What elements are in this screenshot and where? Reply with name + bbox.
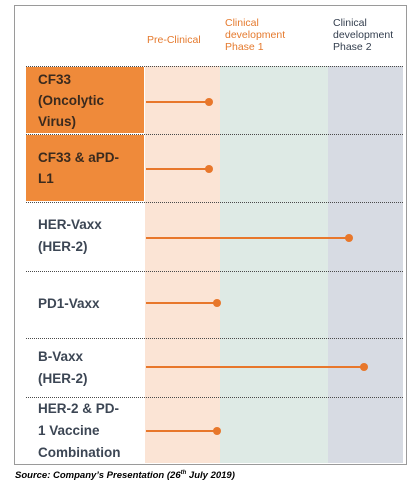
phase2-column [328, 66, 403, 463]
row-label-her-vaxx: HER-Vaxx (HER-2) [26, 203, 144, 269]
source-prefix: Source: Company’s Presentation (26 [15, 470, 181, 482]
row-name: PD1-Vaxx [38, 296, 100, 311]
row-separator [26, 202, 403, 203]
row-name: CF33 & aPD- L1 [38, 150, 120, 186]
pipeline-frame [14, 5, 407, 465]
progress-bar-cf33 [146, 98, 213, 106]
source-sup: th [180, 470, 187, 476]
header-preclinical: Pre-Clinical [147, 34, 201, 46]
progress-end-dot [345, 234, 353, 242]
row-separator [26, 271, 403, 272]
progress-bar-her2-pd1-combination [146, 427, 221, 435]
row-separator [26, 397, 403, 398]
row-name: HER-Vaxx (HER-2) [38, 217, 102, 254]
progress-bar-her-vaxx [146, 234, 353, 242]
row-name: HER-2 & PD- 1 Vaccine Combination [38, 401, 121, 460]
row-separator [26, 338, 403, 339]
row-label-cf33: CF33 (Oncolytic Virus) [26, 67, 144, 133]
phase1-column [220, 66, 328, 463]
progress-end-dot [360, 363, 368, 371]
source-caption: Source: Company’s Presentation (26th Jul… [15, 470, 235, 481]
progress-end-dot [213, 427, 221, 435]
row-separator [26, 134, 403, 135]
progress-bar-b-vaxx [146, 363, 368, 371]
row-label-pd1-vaxx: PD1-Vaxx [26, 272, 144, 336]
progress-end-dot [205, 165, 213, 173]
source-suffix: July 2019) [186, 470, 235, 482]
row-separator [26, 66, 403, 67]
row-name: CF33 (Oncolytic Virus) [38, 71, 105, 129]
progress-bar-cf33-apdl1 [146, 165, 213, 173]
row-label-cf33-apdl1: CF33 & aPD- L1 [26, 135, 144, 201]
preclinical-column [145, 66, 220, 463]
row-name: B-Vaxx (HER-2) [38, 348, 88, 386]
row-label-b-vaxx: B-Vaxx (HER-2) [26, 339, 144, 396]
header-phase1: Clinical development Phase 1 [225, 17, 286, 53]
row-label-her2-pd1-combination: HER-2 & PD- 1 Vaccine Combination [26, 399, 144, 463]
progress-end-dot [205, 98, 213, 106]
progress-bar-pd1-vaxx [146, 299, 221, 307]
header-phase2: Clinical development Phase 2 [333, 17, 394, 53]
progress-end-dot [213, 299, 221, 307]
